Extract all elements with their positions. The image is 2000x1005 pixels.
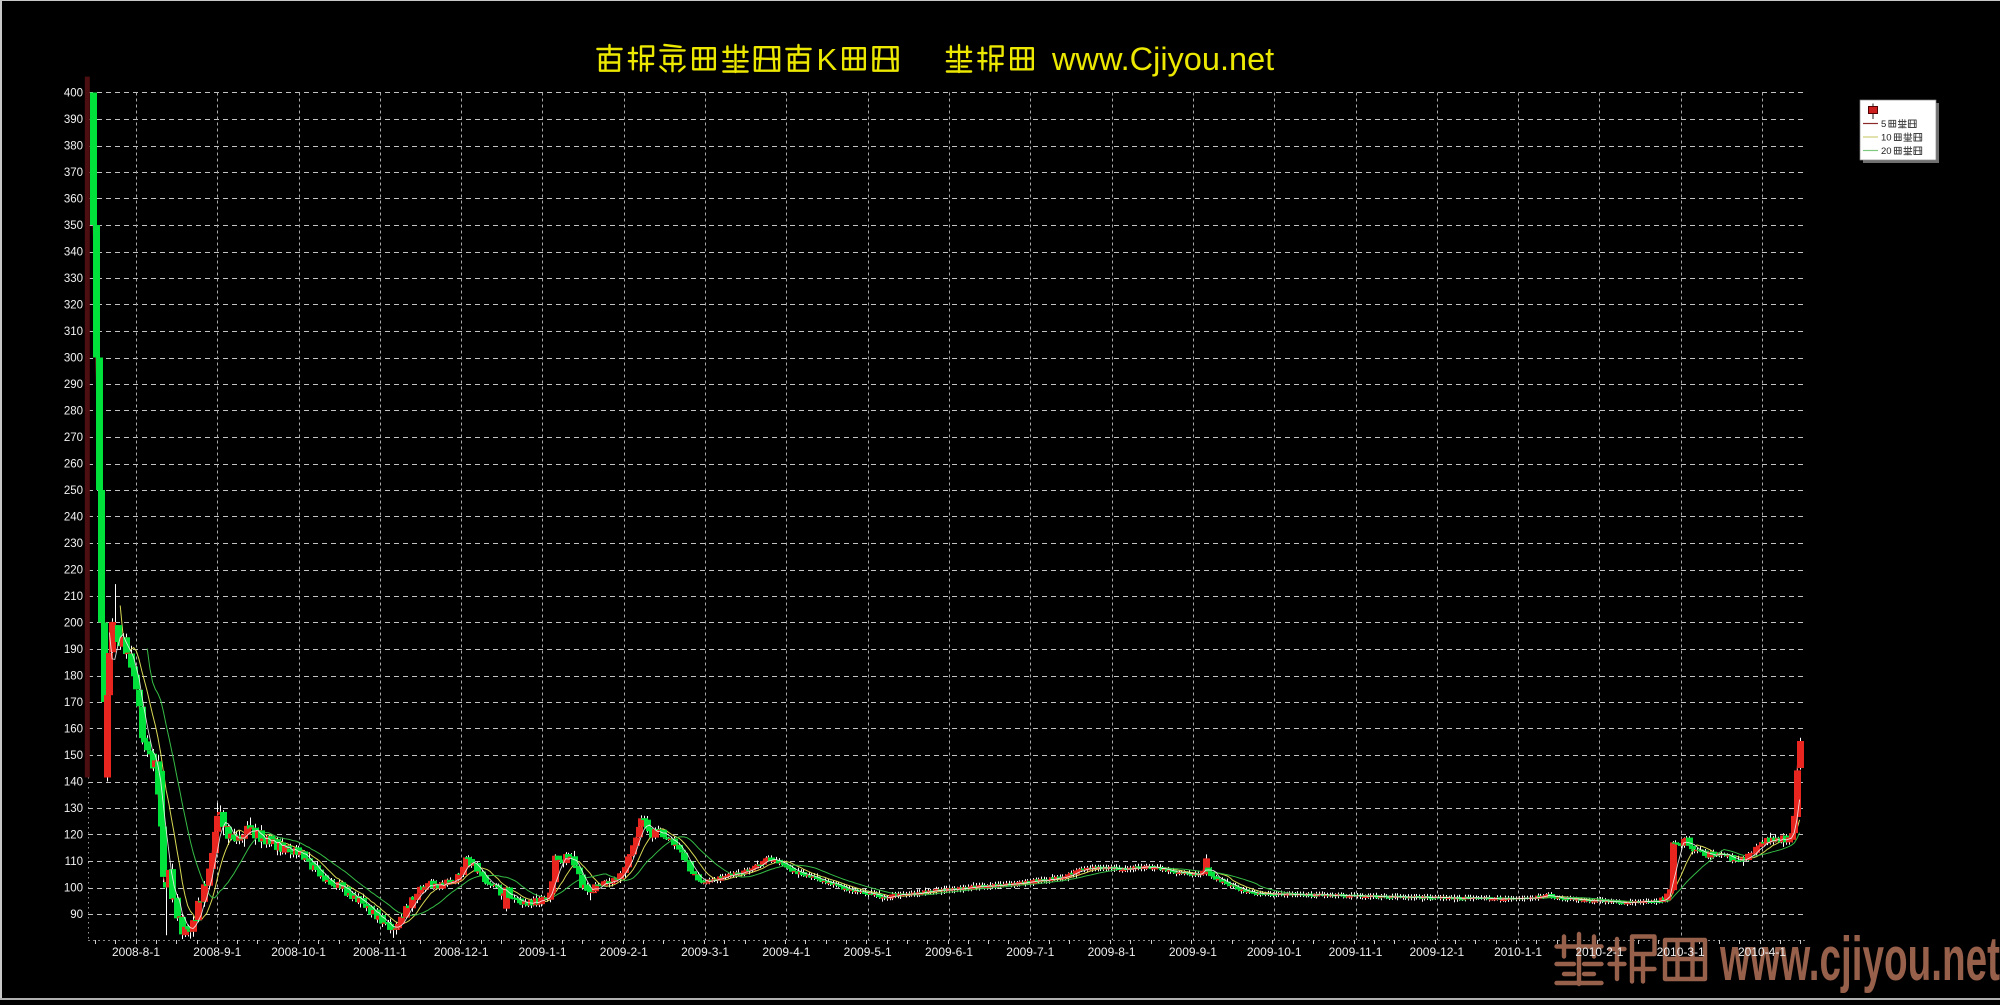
svg-text:220: 220 bbox=[64, 565, 83, 577]
svg-text:2008-9-1: 2008-9-1 bbox=[193, 945, 241, 959]
svg-text:210: 210 bbox=[64, 591, 83, 603]
svg-text:240: 240 bbox=[64, 512, 83, 524]
svg-text:140: 140 bbox=[64, 777, 83, 789]
svg-text:340: 340 bbox=[64, 247, 83, 259]
svg-text:330: 330 bbox=[64, 273, 83, 285]
svg-text:2009-6-1: 2009-6-1 bbox=[925, 945, 973, 959]
svg-text:150: 150 bbox=[64, 750, 83, 762]
svg-text:2008-10-1: 2008-10-1 bbox=[271, 945, 326, 959]
svg-text:2010-2-1: 2010-2-1 bbox=[1575, 945, 1623, 959]
svg-text:370: 370 bbox=[64, 167, 83, 179]
svg-text:2009-3-1: 2009-3-1 bbox=[681, 945, 729, 959]
svg-text:180: 180 bbox=[64, 671, 83, 683]
svg-text:190: 190 bbox=[64, 644, 83, 656]
svg-text:110: 110 bbox=[65, 856, 83, 868]
svg-text:390: 390 bbox=[64, 114, 83, 126]
svg-text:2010-3-1: 2010-3-1 bbox=[1657, 945, 1705, 959]
svg-text:100: 100 bbox=[64, 883, 83, 895]
svg-text:270: 270 bbox=[64, 432, 83, 444]
svg-text:2010-4-1: 2010-4-1 bbox=[1738, 945, 1786, 959]
svg-text:2009-7-1: 2009-7-1 bbox=[1006, 945, 1054, 959]
svg-text:2009-10-1: 2009-10-1 bbox=[1247, 945, 1302, 959]
svg-text:310: 310 bbox=[64, 326, 83, 338]
svg-text:350: 350 bbox=[64, 220, 83, 232]
svg-text:2009-2-1: 2009-2-1 bbox=[600, 945, 648, 959]
svg-text:130: 130 bbox=[64, 803, 83, 815]
svg-text:2009-11-1: 2009-11-1 bbox=[1329, 945, 1383, 959]
svg-text:www.Cjiyou.net: www.Cjiyou.net bbox=[1051, 41, 1274, 77]
svg-text:380: 380 bbox=[64, 141, 83, 153]
svg-text:10: 10 bbox=[1881, 133, 1892, 144]
svg-text:2008-8-1: 2008-8-1 bbox=[112, 945, 160, 959]
svg-text:2009-1-1: 2009-1-1 bbox=[518, 945, 566, 959]
svg-text:230: 230 bbox=[64, 538, 83, 550]
svg-text:250: 250 bbox=[64, 485, 83, 497]
svg-text:120: 120 bbox=[64, 830, 83, 842]
svg-text:2009-12-1: 2009-12-1 bbox=[1409, 945, 1464, 959]
svg-text:160: 160 bbox=[64, 724, 83, 736]
svg-text:400: 400 bbox=[64, 88, 83, 100]
svg-text:2009-5-1: 2009-5-1 bbox=[844, 945, 892, 959]
svg-text:200: 200 bbox=[64, 618, 83, 630]
svg-text:260: 260 bbox=[64, 459, 83, 471]
svg-text:2008-11-1: 2008-11-1 bbox=[353, 945, 407, 959]
svg-text:5: 5 bbox=[1881, 119, 1886, 130]
svg-text:2010-1-1: 2010-1-1 bbox=[1494, 945, 1542, 959]
svg-text:2009-9-1: 2009-9-1 bbox=[1169, 945, 1217, 959]
svg-text:2009-4-1: 2009-4-1 bbox=[762, 945, 810, 959]
svg-text:320: 320 bbox=[64, 300, 83, 312]
svg-text:280: 280 bbox=[64, 406, 83, 418]
svg-text:2008-12-1: 2008-12-1 bbox=[434, 945, 489, 959]
svg-text:90: 90 bbox=[70, 909, 83, 921]
svg-text:170: 170 bbox=[64, 697, 83, 709]
svg-text:2009-8-1: 2009-8-1 bbox=[1088, 945, 1136, 959]
svg-text:K: K bbox=[817, 42, 838, 77]
svg-text:360: 360 bbox=[64, 194, 83, 206]
svg-text:300: 300 bbox=[64, 353, 83, 365]
svg-text:290: 290 bbox=[64, 379, 83, 391]
svg-text:www.cjiyou.net: www.cjiyou.net bbox=[1719, 925, 2000, 994]
svg-text:20: 20 bbox=[1881, 146, 1892, 157]
